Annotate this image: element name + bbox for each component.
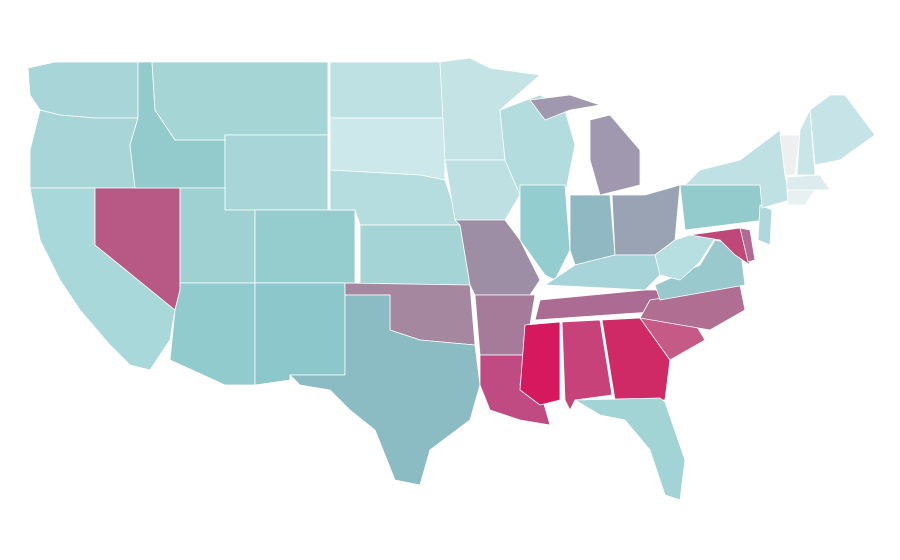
state — [779, 134, 801, 176]
state — [499, 94, 576, 196]
state — [689, 227, 751, 266]
state — [757, 204, 773, 246]
state — [151, 61, 329, 141]
state — [224, 134, 329, 211]
state — [519, 321, 561, 406]
state — [654, 234, 716, 281]
state — [786, 174, 831, 191]
state — [569, 194, 616, 266]
state — [329, 61, 446, 119]
state — [679, 184, 766, 231]
state — [169, 282, 256, 386]
state — [27, 61, 139, 119]
state — [254, 282, 346, 386]
state — [529, 94, 641, 196]
state — [444, 159, 521, 221]
state — [601, 317, 671, 401]
state — [254, 209, 356, 284]
state — [289, 294, 481, 486]
state — [574, 397, 686, 501]
state — [739, 227, 756, 263]
state — [359, 224, 471, 286]
state — [519, 184, 571, 281]
state — [786, 189, 816, 206]
state — [809, 94, 876, 166]
state — [29, 109, 139, 189]
